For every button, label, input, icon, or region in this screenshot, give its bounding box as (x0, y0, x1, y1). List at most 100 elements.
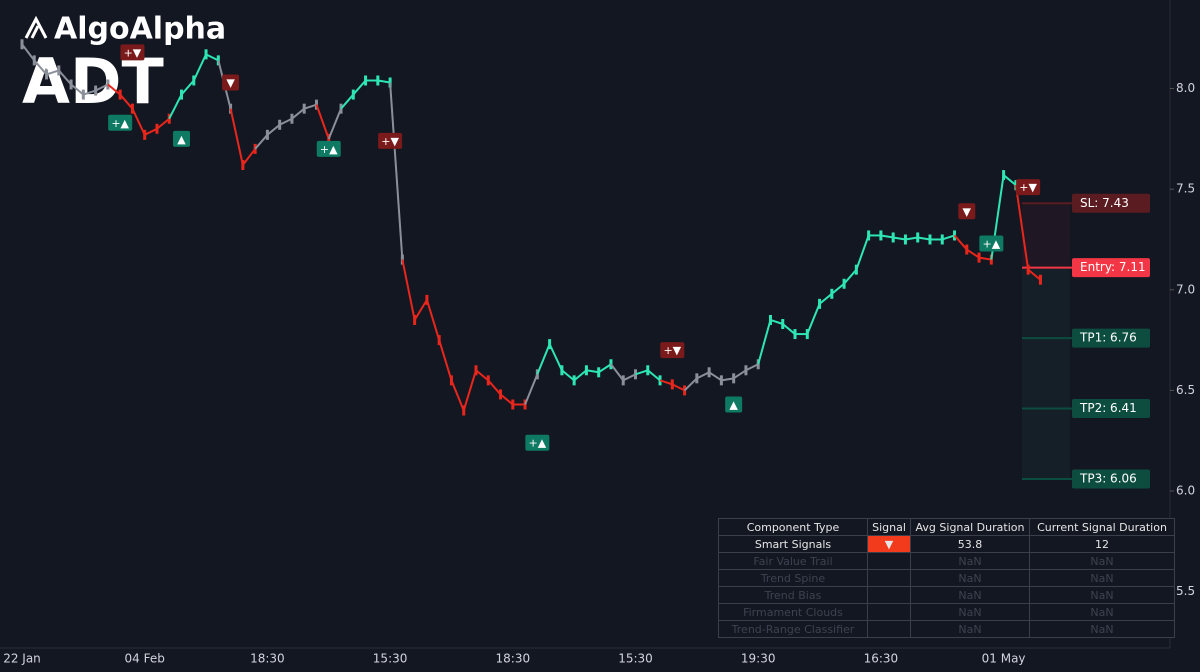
price-bar (1038, 274, 1042, 285)
price-segment (70, 83, 84, 96)
x-tick-label: 01 May (982, 652, 1026, 666)
price-segment (279, 117, 293, 126)
table-row: Trend-Range Classifier NaN NaN (718, 620, 1175, 638)
price-segment (671, 383, 686, 392)
price-bar (32, 55, 36, 66)
price-segment (229, 108, 244, 166)
price-segment (144, 127, 158, 136)
table-cell: Trend Spine (718, 569, 868, 587)
level-label: TP2: 6.41 (1079, 401, 1137, 415)
price-segment (610, 363, 625, 381)
price-segment (168, 94, 183, 120)
price-segment (561, 369, 575, 382)
price-segment (475, 369, 489, 382)
table-cell: NaN (1029, 586, 1175, 604)
price-segment (487, 379, 502, 396)
table-cell: ▼ (867, 535, 911, 553)
price-segment (438, 339, 453, 381)
price-segment (450, 379, 465, 411)
price-segment (586, 369, 599, 374)
table-cell: Component Type (718, 518, 868, 536)
signal-label: +▼ (381, 135, 399, 148)
price-segment (119, 93, 134, 110)
table-cell: NaN (910, 552, 1030, 570)
price-segment (499, 393, 514, 406)
price-segment (1027, 268, 1042, 281)
price-segment (303, 103, 317, 110)
table-row: Trend Bias NaN NaN (718, 586, 1175, 604)
level-label: Entry: 7.11 (1080, 260, 1146, 274)
risk-zone (1022, 203, 1070, 268)
level-tag (1072, 328, 1150, 348)
signal-label: ▼ (963, 205, 972, 218)
price-segment (745, 363, 759, 372)
y-tick-label: 6.5 (1176, 383, 1195, 397)
price-segment (205, 53, 219, 62)
table-cell: Firmament Clouds (718, 603, 868, 621)
price-segment (242, 148, 256, 166)
price-segment (953, 234, 968, 251)
y-tick-label: 5.5 (1176, 584, 1195, 598)
level-label: SL: 7.43 (1080, 196, 1129, 210)
price-segment (635, 369, 649, 376)
table-cell (867, 603, 911, 621)
table-row: Smart Signals ▼ 53.8 12 (718, 535, 1175, 553)
table-cell: Smart Signals (718, 535, 868, 553)
price-segment (1002, 174, 1017, 186)
brand: AlgoAlpha (54, 12, 226, 47)
table-cell: Current Signal Duration (1029, 518, 1175, 536)
signal-marker (316, 140, 341, 157)
x-tick-label: 16:30 (864, 652, 899, 666)
price-segment (131, 108, 146, 136)
price-segment (733, 369, 747, 380)
price-segment (156, 117, 170, 130)
price-segment (573, 369, 588, 382)
table-cell: 53.8 (910, 535, 1030, 553)
table-cell (867, 569, 911, 587)
signal-marker (525, 434, 550, 451)
brand-logo (24, 15, 48, 39)
price-segment (413, 299, 428, 321)
price-segment (683, 377, 698, 392)
signal-label: ▲ (729, 398, 738, 411)
level-tag (1072, 258, 1150, 278)
price-segment (843, 269, 858, 285)
signal-marker (958, 203, 976, 220)
x-tick-label: 18:30 (250, 652, 285, 666)
price-segment (524, 373, 539, 405)
table-cell: NaN (910, 569, 1030, 587)
price-segment (806, 303, 821, 335)
level-label: TP1: 6.76 (1079, 331, 1137, 345)
table-row: Fair Value Trail NaN NaN (718, 552, 1175, 570)
table-cell (867, 552, 911, 570)
price-segment (389, 82, 404, 260)
price-segment (58, 69, 72, 86)
signal-label: +▼ (124, 46, 142, 59)
table-cell: NaN (1029, 603, 1175, 621)
signal-marker (725, 396, 743, 413)
level-label: TP3: 6.06 (1079, 471, 1137, 485)
table-cell: 12 (1029, 535, 1175, 553)
y-tick-label: 7.5 (1176, 182, 1195, 196)
table-cell: Avg Signal Duration (910, 518, 1030, 536)
price-segment (536, 343, 551, 375)
table-cell: NaN (1029, 552, 1175, 570)
signal-marker (173, 130, 191, 147)
price-segment (180, 79, 195, 96)
table-cell: NaN (1029, 620, 1175, 638)
signal-label: +▲ (528, 437, 546, 450)
signal-marker (108, 114, 133, 131)
price-segment (855, 235, 870, 271)
signal-table: Component Type Signal Avg Signal Duration C… (718, 518, 1175, 638)
table-cell: NaN (910, 586, 1030, 604)
price-segment (327, 108, 342, 140)
x-tick-label: 04 Feb (125, 652, 165, 666)
signal-marker (378, 132, 403, 149)
price-segment (95, 83, 109, 92)
table-cell: Trend-Range Classifier (718, 620, 868, 638)
price-segment (831, 282, 845, 295)
price-segment (659, 379, 673, 386)
table-cell: NaN (910, 603, 1030, 621)
